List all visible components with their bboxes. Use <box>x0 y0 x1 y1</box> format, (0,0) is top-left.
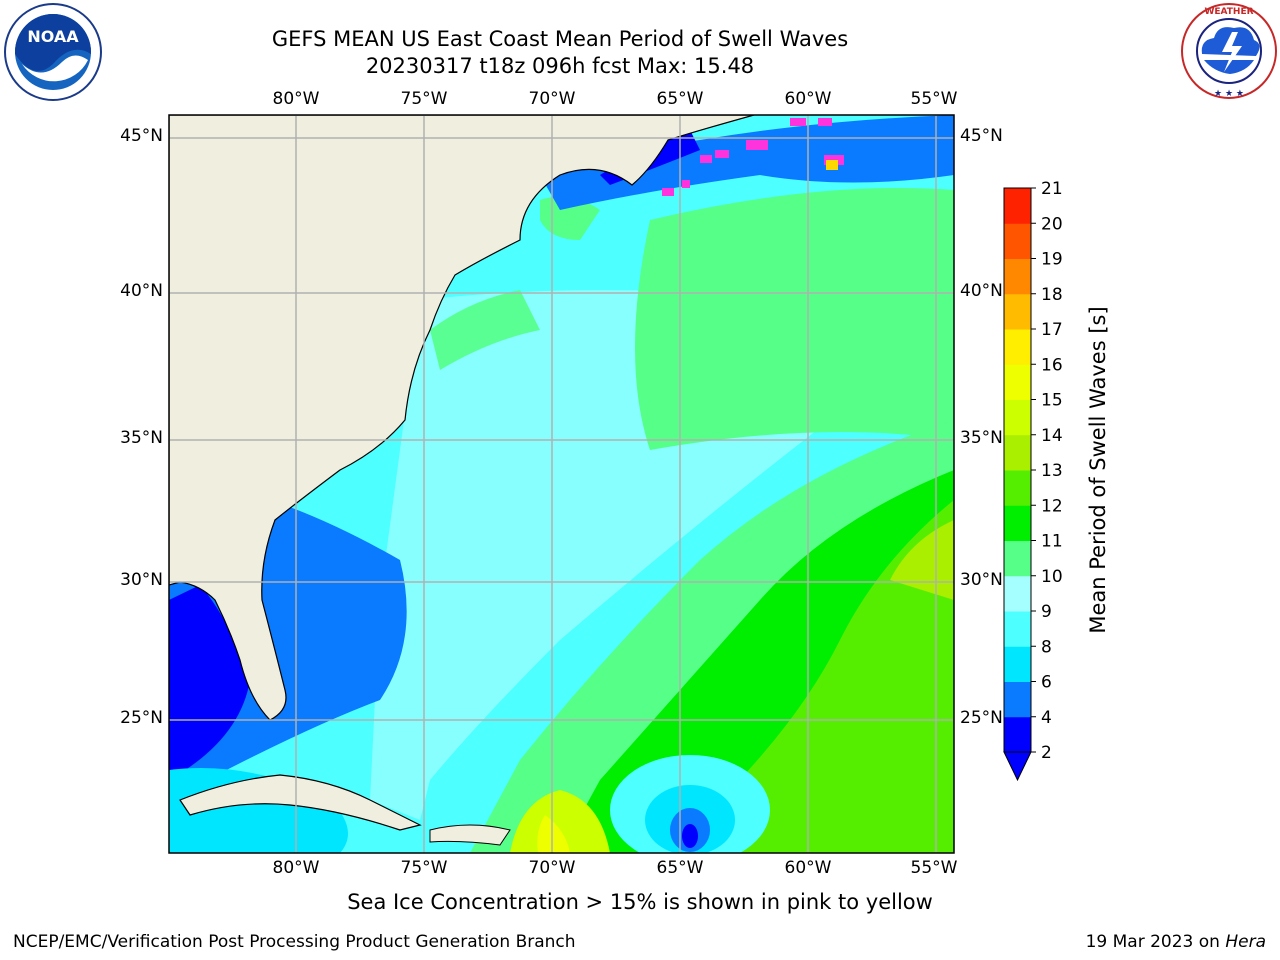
footer-date: 19 Mar 2023 on Hera <box>1086 932 1266 952</box>
lat-label-left: 35°N <box>120 428 163 448</box>
colorbar-tick-label: 13 <box>1041 461 1063 481</box>
land-cuba <box>179 774 422 831</box>
lat-label-left: 45°N <box>120 126 163 146</box>
lat-label-right: 40°N <box>960 281 1003 301</box>
colorbar-segment <box>1004 293 1031 330</box>
colorbar-tick-label: 21 <box>1041 180 1063 199</box>
svg-text:WEATHER: WEATHER <box>1204 7 1253 17</box>
noaa-logo-text: NOAA <box>27 27 79 46</box>
lat-label-left: 25°N <box>120 708 163 728</box>
lon-label-top: 70°W <box>528 89 576 109</box>
lon-label-top: 55°W <box>910 89 958 109</box>
lat-label-right: 35°N <box>960 428 1003 448</box>
colorbar: 2 4 6 8 9 10 11 12 13 14 15 16 17 18 19 20 21 <box>1003 180 1063 782</box>
colorbar-tick-label: 15 <box>1041 391 1063 411</box>
colorbar-tick-label: 2 <box>1041 743 1052 763</box>
colorbar-segment <box>1004 575 1031 612</box>
colorbar-tick-label: 16 <box>1041 355 1063 375</box>
colorbar-tick-label: 19 <box>1041 250 1063 270</box>
land-us-east-coast <box>169 115 755 721</box>
colorbar-tick-label: 10 <box>1041 567 1063 587</box>
colorbar-segment <box>1004 364 1031 400</box>
map-panel <box>168 114 955 854</box>
colorbar-tick-label: 12 <box>1041 496 1063 516</box>
lon-label-top: 60°W <box>784 89 832 109</box>
svg-text:★ ★ ★: ★ ★ ★ <box>1214 89 1244 99</box>
colorbar-label: Mean Period of Swell Waves [s] <box>1086 306 1110 634</box>
colorbar-tick-label: 18 <box>1041 285 1063 305</box>
lon-label-top: 65°W <box>656 89 704 109</box>
footer-date-text: 19 Mar 2023 on <box>1085 932 1226 952</box>
colorbar-tick-label: 9 <box>1041 602 1052 622</box>
footer-host: Hera <box>1225 932 1266 952</box>
colorbar-tick-label: 11 <box>1041 532 1063 552</box>
chart-subtitle: 20230317 t18z 096h fcst Max: 15.48 <box>365 54 755 78</box>
lon-label-bottom: 75°W <box>400 858 448 878</box>
sea-ice-note: Sea Ice Concentration > 15% is shown in … <box>347 890 933 914</box>
footer-credit: NCEP/EMC/Verification Post Processing Pr… <box>13 932 576 952</box>
noaa-logo: NOAA <box>4 3 102 101</box>
lat-label-left: 40°N <box>120 281 163 301</box>
colorbar-segment <box>1004 223 1031 259</box>
map-gridlines <box>169 115 954 853</box>
colorbar-tick-label: 8 <box>1041 637 1052 657</box>
colorbar-segment <box>1004 540 1031 577</box>
colorbar-segment <box>1004 611 1031 647</box>
lat-label-left: 30°N <box>120 570 163 590</box>
colorbar-segment <box>1004 329 1031 365</box>
swell-region-9-10 <box>635 188 954 450</box>
colorbar-tick-label: 20 <box>1041 214 1063 234</box>
colorbar-segment <box>1004 399 1031 436</box>
lon-label-bottom: 65°W <box>656 858 704 878</box>
lon-label-bottom: 55°W <box>910 858 958 878</box>
colorbar-segment <box>1004 258 1031 295</box>
lon-label-bottom: 80°W <box>272 858 320 878</box>
colorbar-tick-label: 4 <box>1041 708 1052 728</box>
lon-label-top: 80°W <box>272 89 320 109</box>
lon-label-bottom: 60°W <box>784 858 832 878</box>
colorbar-tick-label: 17 <box>1041 320 1063 340</box>
lat-label-right: 45°N <box>960 126 1003 146</box>
lat-label-right: 25°N <box>960 708 1003 728</box>
colorbar-segment <box>1004 505 1031 541</box>
nws-logo: WEATHER ★ ★ ★ <box>1181 3 1277 99</box>
colorbar-tick-label: 6 <box>1041 673 1052 693</box>
colorbar-segment <box>1004 646 1031 682</box>
colorbar-segment <box>1004 716 1031 753</box>
colorbar-segment <box>1004 681 1031 718</box>
colorbar-segment <box>1004 434 1031 471</box>
sea-ice-cells <box>662 118 844 196</box>
colorbar-segment <box>1004 188 1031 224</box>
colorbar-segment <box>1004 470 1031 506</box>
chart-title: GEFS MEAN US East Coast Mean Period of S… <box>271 27 849 51</box>
lon-label-bottom: 70°W <box>528 858 576 878</box>
swell-region-11-12 <box>700 500 954 853</box>
lat-label-right: 30°N <box>960 570 1003 590</box>
colorbar-tick-label: 14 <box>1041 426 1063 446</box>
colorbar-extend-arrow <box>1003 751 1032 782</box>
lon-label-top: 75°W <box>400 89 448 109</box>
map-frame <box>168 114 955 854</box>
